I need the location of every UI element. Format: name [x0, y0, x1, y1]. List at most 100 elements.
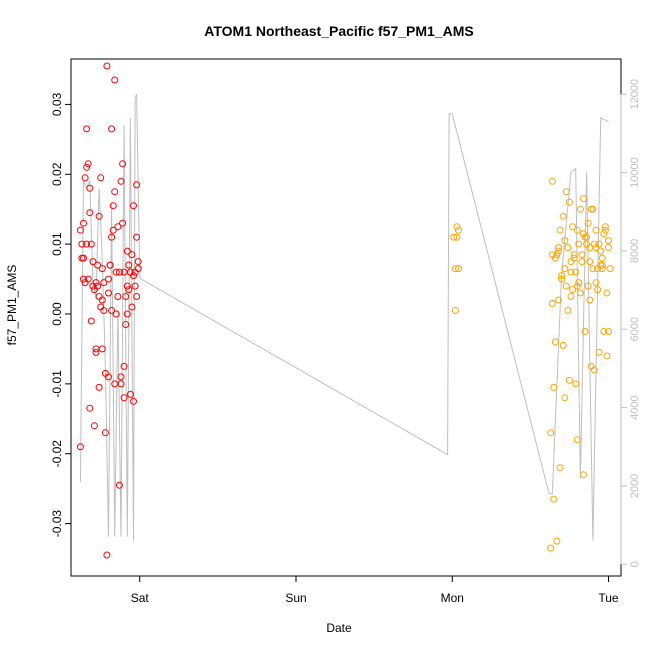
right-axis: 0 2000 4000 6000 8000 10000 12000 — [620, 79, 641, 567]
data-point-series-2 — [570, 251, 578, 259]
data-point-series-2 — [567, 293, 575, 300]
data-point-series-2 — [576, 205, 584, 213]
data-point-series-2 — [578, 251, 586, 259]
data-point-series-1 — [112, 268, 120, 276]
data-point-series-1 — [120, 394, 128, 402]
data-point-series-2 — [565, 376, 573, 384]
data-point-series-2 — [561, 394, 569, 402]
data-point-series-2 — [605, 244, 612, 252]
data-point-series-2 — [606, 265, 614, 273]
data-point-series-2 — [550, 383, 558, 391]
data-point-series-2 — [573, 282, 581, 290]
data-point-series-1 — [122, 293, 130, 300]
right-tick-label: 4000 — [629, 395, 641, 419]
data-point-series-1 — [134, 265, 142, 273]
data-point-series-1 — [80, 254, 87, 262]
data-point-series-2 — [592, 279, 600, 287]
data-point-series-2 — [589, 265, 597, 273]
data-point-series-1 — [120, 362, 128, 370]
data-point-series-1 — [133, 233, 141, 241]
data-point-series-2 — [565, 198, 573, 206]
data-point-series-2 — [590, 240, 598, 248]
data-point-series-1 — [131, 282, 139, 290]
data-point-series-1 — [126, 390, 134, 398]
data-point-series-2 — [600, 230, 608, 238]
x-axis: Sat Sun Mon Tue — [131, 575, 619, 605]
data-point-series-1 — [94, 282, 102, 290]
data-point-series-1 — [108, 307, 116, 314]
data-point-series-2 — [605, 237, 612, 245]
data-point-series-1 — [95, 212, 103, 220]
data-point-series-1 — [125, 261, 133, 269]
data-point-series-2 — [548, 300, 556, 307]
data-point-series-2 — [598, 265, 606, 273]
left-tick-label: 0.00 — [50, 302, 64, 326]
left-tick-label: -0.03 — [50, 510, 64, 538]
data-point-series-1 — [100, 307, 108, 314]
data-point-series-1 — [106, 261, 114, 269]
right-tick-label: 12000 — [629, 79, 641, 110]
data-point-series-2 — [453, 223, 461, 231]
data-point-series-1 — [76, 226, 84, 234]
data-point-series-2 — [586, 258, 594, 266]
data-point-series-1 — [119, 219, 127, 227]
data-point-series-2 — [581, 328, 589, 335]
data-point-series-2 — [590, 366, 598, 374]
data-point-series-1 — [94, 261, 102, 269]
data-point-series-2 — [558, 272, 566, 280]
data-point-series-1 — [78, 240, 86, 248]
data-point-series-1 — [103, 62, 111, 70]
data-point-series-2 — [555, 296, 562, 304]
data-point-series-2 — [580, 195, 587, 203]
data-point-series-2 — [569, 286, 577, 294]
data-point-series-2 — [569, 223, 577, 231]
left-tick-label: -0.02 — [50, 440, 64, 468]
data-point-series-2 — [451, 307, 459, 314]
data-point-series-2 — [570, 254, 578, 262]
right-tick-label: 2000 — [629, 474, 641, 498]
data-point-series-2 — [584, 282, 592, 290]
data-point-series-1 — [123, 247, 131, 255]
data-point-series-1 — [98, 296, 106, 304]
data-point-series-1 — [87, 240, 95, 248]
data-point-series-2 — [573, 226, 581, 234]
data-point-series-2 — [564, 307, 572, 314]
data-point-series-1 — [105, 373, 112, 381]
data-point-series-1 — [122, 321, 130, 328]
data-point-series-2 — [595, 348, 603, 356]
data-point-series-2 — [575, 279, 583, 287]
data-point-series-2 — [551, 254, 559, 262]
data-point-series-1 — [123, 310, 131, 318]
data-point-series-2 — [455, 265, 462, 273]
data-point-series-2 — [575, 240, 583, 248]
data-point-series-1 — [117, 380, 125, 388]
left-tick-label: 0.03 — [50, 92, 64, 116]
data-point-series-2 — [572, 380, 580, 388]
data-point-series-1 — [86, 209, 94, 217]
data-point-series-2 — [603, 352, 611, 360]
data-point-series-1 — [128, 303, 136, 311]
data-point-series-2 — [584, 219, 592, 227]
right-tick-label: 8000 — [629, 239, 641, 263]
data-point-series-1 — [80, 275, 87, 283]
data-point-series-1 — [92, 348, 100, 356]
data-point-series-1 — [103, 551, 111, 559]
data-point-series-1 — [133, 181, 141, 189]
data-point-series-2 — [601, 223, 609, 231]
data-point-series-2 — [558, 275, 566, 283]
data-point-series-2 — [567, 268, 575, 276]
data-point-series-2 — [561, 265, 569, 273]
data-point-series-2 — [547, 544, 555, 552]
data-point-series-2 — [559, 341, 567, 349]
right-tick-label: 10000 — [629, 157, 641, 188]
data-point-series-1 — [119, 160, 127, 168]
data-point-series-1 — [100, 279, 108, 287]
data-point-series-2 — [586, 296, 594, 304]
data-point-series-1 — [90, 422, 98, 430]
chart-title: ATOM1 Northeast_Pacific f57_PM1_AMS — [204, 23, 473, 39]
data-point-series-1 — [115, 481, 123, 489]
x-tick-label: Mon — [441, 591, 464, 605]
data-point-series-1 — [109, 202, 117, 210]
data-point-series-1 — [86, 184, 94, 192]
